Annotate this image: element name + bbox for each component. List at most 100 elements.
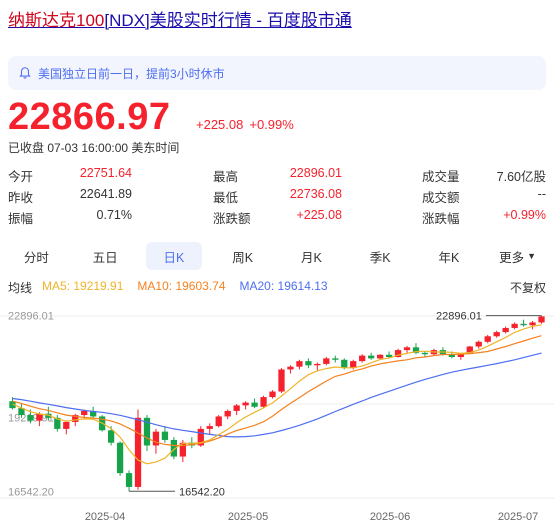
ma5-value: MA5: 19219.91 (42, 279, 124, 293)
stats-row: 今开 22751.64 最高 22896.01 成交量 7.60亿股 (8, 165, 546, 186)
candle-body (341, 359, 348, 369)
candle-body (350, 361, 357, 369)
candle-body (134, 417, 142, 487)
x-tick-label: 2025-06 (370, 511, 410, 523)
candle-body (484, 336, 491, 342)
candle-body (36, 413, 43, 421)
ma20-line (12, 352, 542, 438)
min-marker-label: 16542.20 (179, 486, 225, 498)
ma-label[interactable]: 均线 (8, 281, 33, 295)
max-marker-label: 22896.01 (436, 311, 482, 323)
candle-body (90, 410, 97, 417)
candle-body (27, 415, 34, 421)
stat-prev-close: 昨收 22641.89 (8, 187, 132, 205)
stats-row: 昨收 22641.89 最低 22736.08 成交额 -- (8, 186, 546, 207)
candle-body (305, 361, 312, 366)
period-tabs: 分时 五日 日K 周K 月K 季K 年K 更多 ▼ (8, 242, 546, 270)
candle-body (394, 350, 402, 357)
candle-body (45, 413, 52, 418)
candle-body (368, 355, 375, 359)
stat-volume: 成交量 7.60亿股 (422, 170, 546, 184)
candle-body (9, 401, 16, 409)
candle-body (457, 353, 464, 357)
candle-body (197, 428, 204, 446)
candle-body (287, 366, 294, 370)
title-rest: [NDX]美股实时行情 - 百度股市通 (104, 11, 352, 30)
candle-body (179, 442, 186, 457)
stat-low: 最低 22736.08 (213, 187, 342, 205)
candle-body (107, 430, 115, 443)
stat-change-amount: 涨跌额 +225.08 (213, 208, 342, 226)
candle-body (63, 421, 70, 429)
stats-table: 今开 22751.64 最高 22896.01 成交量 7.60亿股 昨收 22641.… (8, 165, 546, 228)
stat-high: 最高 22896.01 (213, 166, 342, 184)
candle-body (475, 341, 482, 347)
x-tick-label: 2025-07 (498, 511, 538, 523)
stats-row: 振幅 0.71% 涨跌额 +225.08 涨跌幅 +0.99% (8, 207, 546, 228)
candle-body (296, 361, 303, 367)
candle-body (466, 346, 473, 354)
stat-turnover: 成交额 -- (422, 187, 546, 205)
candle-body (412, 347, 420, 353)
ma10-line (12, 335, 542, 447)
candle-body (215, 416, 222, 427)
chevron-down-icon: ▼ (527, 251, 537, 261)
candle-body (143, 417, 151, 446)
restore-select[interactable]: 不复权 (509, 281, 546, 295)
candle-body (359, 355, 366, 362)
page-title-link[interactable]: 纳斯达克100[NDX]美股实时行情 - 百度股市通 (8, 6, 352, 31)
candle-body (332, 358, 339, 360)
candle-body (161, 431, 169, 440)
candle-body (278, 369, 285, 392)
title-prefix: 纳斯达克100 (8, 11, 105, 30)
tab-monthly-k[interactable]: 月K (300, 250, 322, 265)
ma10-value: MA10: 19603.74 (137, 279, 226, 293)
x-tick-label: 2025-05 (228, 511, 268, 523)
tab-five-day[interactable]: 五日 (92, 250, 118, 265)
candle-body (125, 473, 133, 487)
x-tick-label: 2025-04 (85, 511, 125, 523)
candle-body (385, 354, 393, 357)
kline-chart[interactable]: 22896.0119219.9116542.2022896.0116542.20… (0, 300, 554, 532)
tab-daily-k[interactable]: 日K (145, 242, 203, 270)
candle-body (260, 397, 267, 407)
candle-body (421, 352, 429, 355)
stat-change-percent: 涨跌幅 +0.99% (422, 208, 546, 226)
candle-body (493, 332, 500, 337)
candle-body (511, 323, 518, 328)
tab-weekly-k[interactable]: 周K (232, 250, 254, 265)
more-label: 更多 (499, 250, 525, 265)
candle-body (314, 363, 321, 366)
candle-body (269, 391, 276, 398)
ma5-line (12, 324, 542, 465)
candle-body (116, 442, 124, 474)
candle-body (152, 431, 160, 446)
ma20-value: MA20: 19614.13 (239, 279, 328, 293)
change-percent: +0.99% (249, 117, 294, 132)
candle-body (242, 402, 249, 406)
candle-body (233, 405, 240, 411)
tab-yearly-k[interactable]: 年K (438, 250, 460, 265)
stat-open: 今开 22751.64 (8, 166, 132, 184)
market-notice: 美国独立日前一日，提前3小时休市 (8, 56, 546, 90)
candle-body (206, 426, 213, 429)
candle-body (170, 439, 178, 457)
tab-intraday[interactable]: 分时 (23, 250, 49, 265)
candle-body (224, 410, 231, 417)
candle-body (81, 410, 88, 416)
candle-body (376, 354, 384, 359)
candle-body (538, 316, 545, 323)
bell-icon (19, 67, 31, 79)
candle-body (403, 347, 411, 351)
current-price: 22866.97 (8, 96, 171, 138)
candle-body (520, 323, 527, 326)
change-amount: +225.08 (196, 117, 244, 132)
candle-body (502, 327, 509, 333)
tab-quarterly-k[interactable]: 季K (369, 250, 391, 265)
tab-more[interactable]: 更多 ▼ (489, 242, 546, 270)
candle-body (448, 354, 455, 357)
notice-text: 美国独立日前一日，提前3小时休市 (38, 66, 225, 81)
candle-body (18, 408, 25, 416)
market-status: 已收盘 07-03 16:00:00 美东时间 (8, 141, 180, 155)
ma-legend: 均线 MA5: 19219.91 MA10: 19603.74 MA20: 19… (8, 279, 546, 296)
